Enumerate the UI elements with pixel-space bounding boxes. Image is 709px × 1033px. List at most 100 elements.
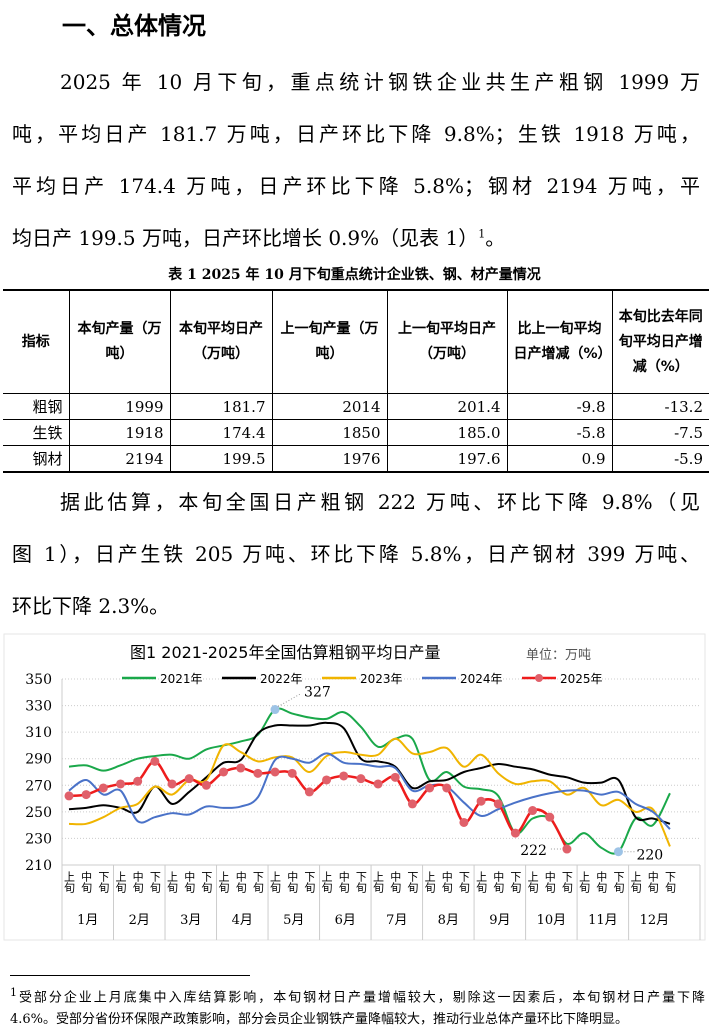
month-label: 7月: [386, 913, 407, 928]
annotation-label: 222: [520, 843, 547, 859]
y-tick-label: 310: [25, 725, 52, 741]
x-tick-label: 下旬: [612, 871, 625, 894]
cell: 1850: [271, 419, 387, 446]
para1-end: 。: [485, 226, 506, 250]
legend-label: 2023年: [360, 672, 403, 686]
highlight-point: [613, 847, 623, 857]
x-tick-label: 上旬: [63, 871, 76, 894]
series-line-2023年: [68, 737, 671, 847]
data-point-2025年: [81, 790, 91, 800]
x-tick-label: 中旬: [543, 871, 556, 894]
cell: -7.5: [611, 419, 709, 446]
month-label: 5月: [283, 913, 304, 928]
x-tick-label: 中旬: [389, 871, 402, 894]
x-tick-label: 下旬: [509, 871, 522, 894]
cell: 199.5: [169, 445, 272, 472]
x-tick-label: 下旬: [354, 871, 367, 894]
para1-line-text: 均日产 199.5 万吨，日产环比增长 0.9%（见表 1）: [12, 226, 479, 250]
cell: 1976: [271, 445, 387, 472]
col-header: 上一旬平均日产（万吨）: [386, 290, 507, 394]
x-tick-label: 中旬: [80, 871, 93, 894]
x-tick-label: 上旬: [269, 871, 282, 894]
data-point-2025年: [201, 780, 211, 790]
x-tick-label: 上旬: [526, 871, 539, 894]
footnote-ref[interactable]: 1: [478, 227, 486, 241]
month-label: 9月: [489, 913, 510, 928]
data-point-2025年: [133, 776, 143, 786]
production-table: 指标 本旬产量（万吨） 本旬平均日产（万吨） 上一旬产量（万吨） 上一旬平均日产…: [3, 289, 709, 473]
highlight-point: [270, 705, 280, 715]
data-point-2025年: [493, 799, 503, 809]
data-point-2025年: [116, 779, 126, 789]
section-heading: 一、总体情况: [62, 12, 206, 40]
data-point-2025年: [356, 774, 366, 784]
cell: 2014: [271, 393, 387, 420]
x-tick-label: 中旬: [286, 871, 299, 894]
annotation-label: 220: [636, 848, 663, 864]
data-point-2025年: [219, 767, 229, 777]
x-tick-label: 上旬: [114, 871, 127, 894]
x-tick-label: 下旬: [251, 871, 264, 894]
cell: 0.9: [506, 445, 612, 472]
x-tick-label: 下旬: [560, 871, 573, 894]
x-tick-label: 下旬: [97, 871, 110, 894]
col-header: 本旬平均日产（万吨）: [169, 290, 272, 394]
data-point-2025年: [167, 779, 177, 789]
data-point-2025年: [287, 768, 297, 778]
y-tick-label: 350: [25, 672, 52, 688]
x-tick-label: 中旬: [183, 871, 196, 894]
para1-line: 平均日产 174.4 万吨，日产环比下降 5.8%；钢材 2194 万吨，平: [12, 174, 700, 198]
x-tick-label: 上旬: [320, 871, 333, 894]
data-point-2025年: [545, 812, 555, 822]
footnote-divider: [10, 975, 250, 976]
table-caption: 表 1 2025 年 10 月下旬重点统计企业铁、钢、材产量情况: [168, 267, 541, 283]
data-point-2025年: [322, 775, 332, 785]
cell: 2194: [68, 445, 170, 472]
data-point-2025年: [270, 767, 280, 777]
annotation-label: 327: [304, 685, 331, 701]
cell: 201.4: [386, 393, 507, 420]
x-tick-label: 中旬: [595, 871, 608, 894]
legend-marker: [535, 674, 543, 682]
data-point-2025年: [339, 771, 349, 781]
month-label: 8月: [438, 913, 459, 928]
month-label: 4月: [232, 913, 253, 928]
steel-output-chart: 图1 2021-2025年全国估算粗钢平均日产量 单位：万吨 210 230 250 27…: [3, 633, 706, 941]
data-point-2025年: [390, 772, 400, 782]
x-tick-label: 上旬: [629, 871, 642, 894]
col-header: 比上一旬平均日产增减（%）: [506, 290, 612, 394]
x-tick-label: 下旬: [200, 871, 213, 894]
x-tick-label: 上旬: [166, 871, 179, 894]
x-tick-label: 下旬: [406, 871, 419, 894]
chart-title: 图1 2021-2025年全国估算粗钢平均日产量: [130, 643, 440, 662]
y-tick-label: 230: [25, 831, 52, 847]
legend-label: 2021年: [160, 672, 203, 686]
data-point-2025年: [150, 756, 160, 766]
para1-line: 2025 年 10 月下旬，重点统计钢铁企业共生产粗钢 1999 万: [60, 70, 700, 94]
month-label: 1月: [77, 913, 98, 928]
data-point-2025年: [442, 783, 452, 793]
para1-last-line: 均日产 199.5 万吨，日产环比增长 0.9%（见表 1）1。: [12, 222, 700, 251]
y-tick-label: 330: [25, 699, 52, 715]
data-point-2025年: [98, 783, 108, 793]
table-header-row: 指标 本旬产量（万吨） 本旬平均日产（万吨） 上一旬产量（万吨） 上一旬平均日产…: [3, 290, 709, 394]
cell: 181.7: [169, 393, 272, 420]
month-label: 10月: [537, 913, 567, 928]
data-point-2025年: [528, 806, 538, 816]
cell: 174.4: [169, 419, 272, 446]
x-tick-label: 上旬: [372, 871, 385, 894]
y-tick-label: 210: [25, 858, 52, 874]
cell: -5.8: [506, 419, 612, 446]
x-tick-label: 中旬: [492, 871, 505, 894]
data-point-2025年: [425, 783, 435, 793]
cell: 钢材: [32, 450, 63, 468]
x-tick-label: 下旬: [663, 871, 676, 894]
x-tick-label: 下旬: [303, 871, 316, 894]
x-tick-label: 中旬: [440, 871, 453, 894]
month-label: 6月: [335, 913, 356, 928]
x-tick-label: 中旬: [646, 871, 659, 894]
cell: 197.6: [386, 445, 507, 472]
data-point-2025年: [304, 787, 314, 797]
x-tick-label: 下旬: [457, 871, 470, 894]
para2-line: 据此估算，本旬全国日产粗钢 222 万吨、环比下降 9.8%（见: [60, 490, 700, 514]
